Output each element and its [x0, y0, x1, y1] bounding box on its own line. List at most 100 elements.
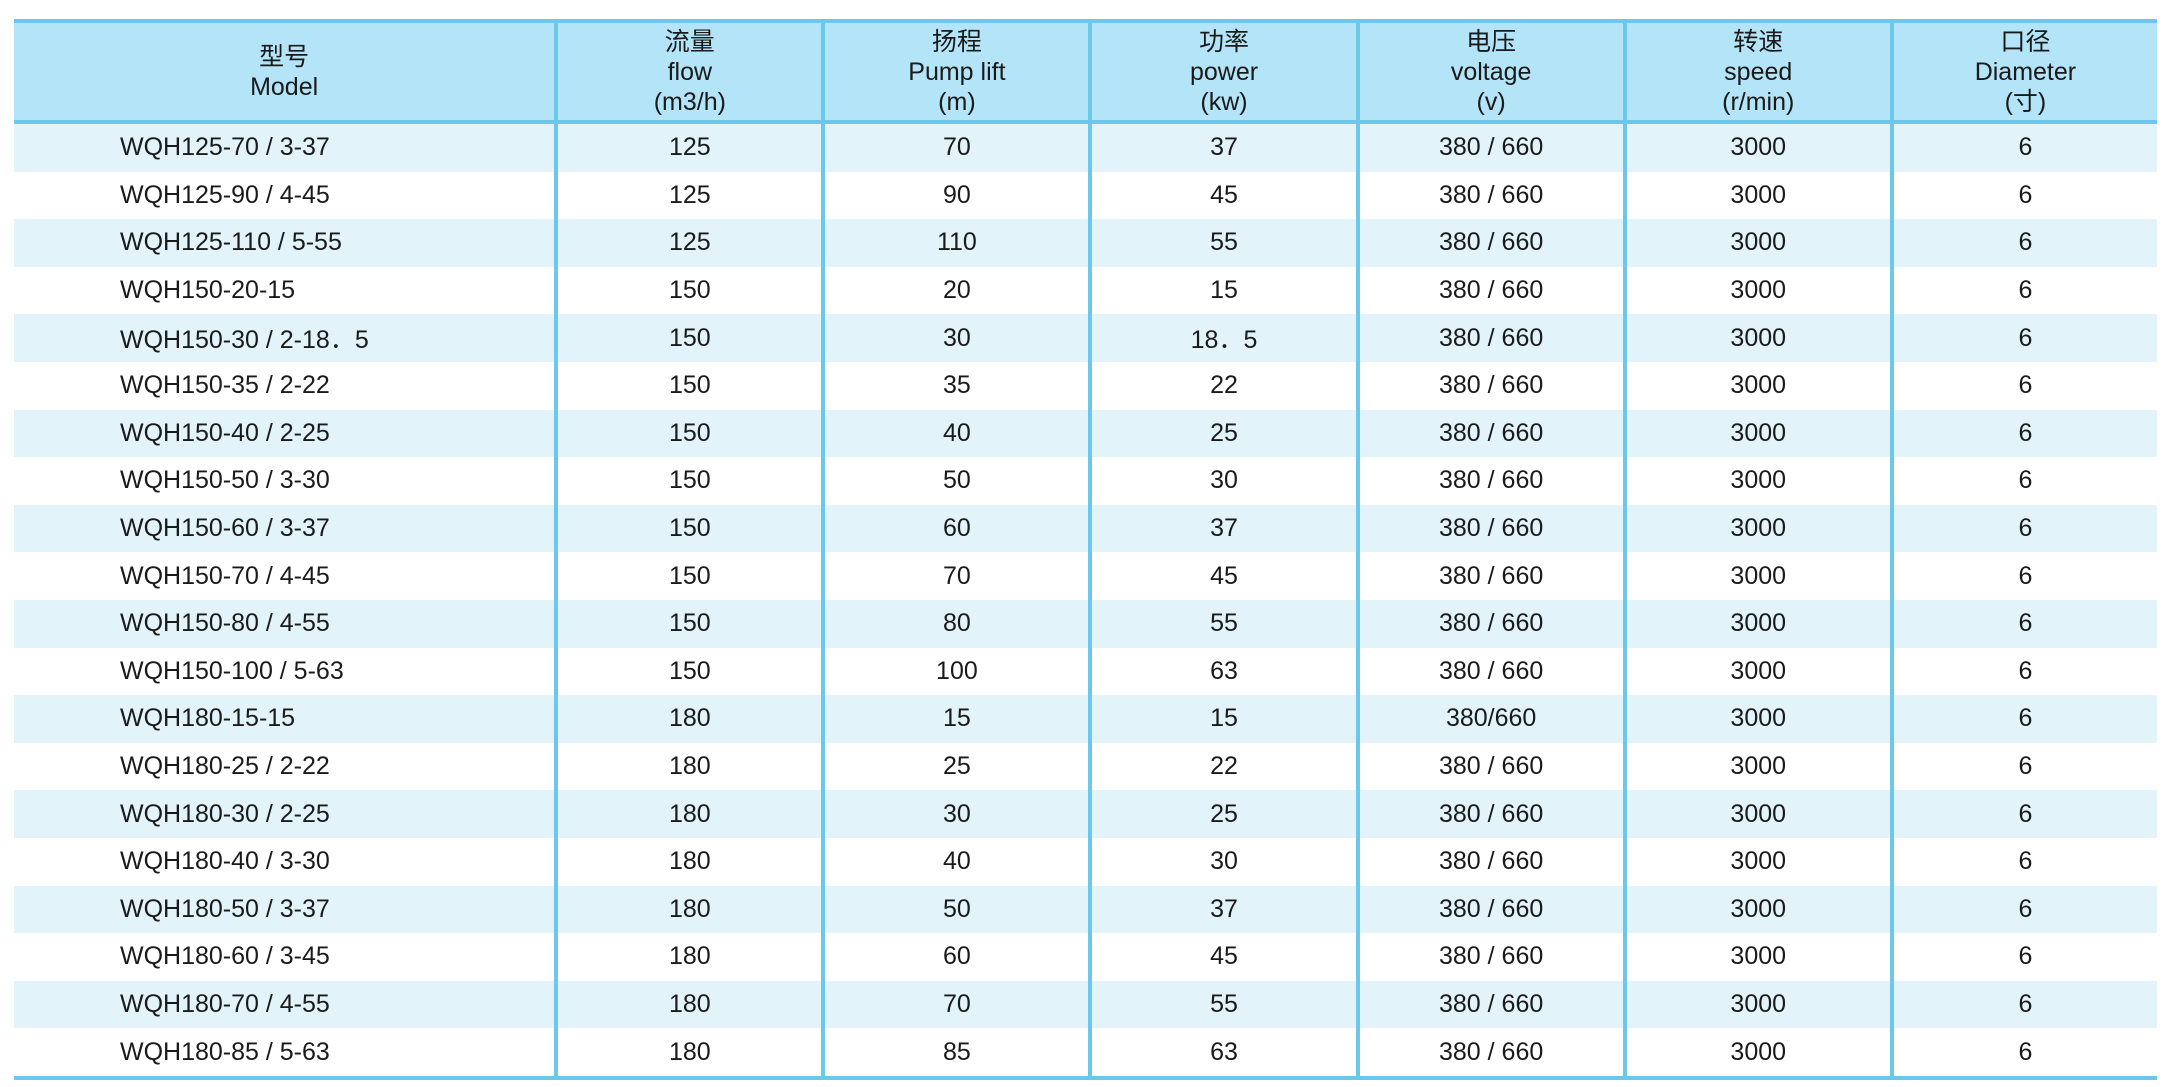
- cell-power: 37: [1088, 122, 1358, 172]
- cell-speed: 3000: [1622, 122, 1892, 172]
- cell-pump-lift: 60: [821, 933, 1091, 981]
- cell-flow: 150: [554, 647, 824, 696]
- header-power-zh: 功率: [1199, 27, 1250, 56]
- table-row: WQH180-70 / 4-55 180 70 55 380 / 660 3000 6: [14, 980, 2157, 1029]
- cell-power: 45: [1088, 933, 1358, 981]
- header-power: 功率 power (kw): [1088, 19, 1358, 124]
- header-voltage-unit: (v): [1476, 87, 1506, 116]
- cell-diameter: 6: [1889, 122, 2157, 172]
- cell-power: 63: [1088, 647, 1358, 696]
- cell-flow: 150: [554, 599, 824, 648]
- header-flow-en: flow: [667, 57, 713, 86]
- table-row: WQH125-70 / 3-37 125 70 37 380 / 660 3000 6: [14, 122, 2157, 172]
- cell-power: 25: [1088, 409, 1358, 458]
- header-model: 型号 Model: [14, 19, 557, 124]
- cell-pump-lift: 40: [821, 837, 1091, 886]
- cell-flow: 150: [554, 361, 824, 410]
- cell-model: WQH150-60 / 3-37: [14, 504, 557, 553]
- cell-diameter: 6: [1889, 837, 2157, 886]
- cell-model: WQH180-25 / 2-22: [14, 742, 557, 791]
- cell-diameter: 6: [1889, 695, 2157, 743]
- cell-pump-lift: 20: [821, 266, 1091, 315]
- header-row: 型号 Model 流量 flow (m3/h) 扬程 Pump lift (m)…: [14, 19, 2157, 124]
- cell-flow: 150: [554, 552, 824, 600]
- header-speed-unit: (r/min): [1722, 87, 1795, 116]
- cell-speed: 3000: [1622, 409, 1892, 458]
- header-diameter: 口径 Diameter (寸): [1889, 19, 2157, 124]
- cell-voltage: 380 / 660: [1355, 1028, 1625, 1080]
- header-speed-zh: 转速: [1733, 27, 1784, 56]
- cell-voltage: 380 / 660: [1355, 790, 1625, 838]
- cell-speed: 3000: [1622, 599, 1892, 648]
- header-flow: 流量 flow (m3/h): [554, 19, 824, 124]
- cell-flow: 150: [554, 266, 824, 315]
- cell-power: 22: [1088, 742, 1358, 791]
- header-power-en: power: [1189, 57, 1259, 86]
- cell-model: WQH125-70 / 3-37: [14, 122, 557, 172]
- cell-pump-lift: 15: [821, 695, 1091, 743]
- cell-power: 55: [1088, 980, 1358, 1029]
- table-body: WQH125-70 / 3-37 125 70 37 380 / 660 3000 6 WQH…: [14, 122, 2157, 1080]
- table-row: WQH125-110 / 5-55 125 110 55 380 / 660 3000 6: [14, 219, 2157, 267]
- cell-power: 37: [1088, 504, 1358, 553]
- header-voltage: 电压 voltage (v): [1355, 19, 1625, 124]
- cell-power: 15: [1088, 266, 1358, 315]
- cell-voltage: 380 / 660: [1355, 980, 1625, 1029]
- cell-voltage: 380 / 660: [1355, 409, 1625, 458]
- cell-flow: 125: [554, 219, 824, 267]
- table-row: WQH150-60 / 3-37 150 60 37 380 / 660 3000 6: [14, 504, 2157, 553]
- cell-pump-lift: 70: [821, 122, 1091, 172]
- pump-spec-table-container: 型号 Model 流量 flow (m3/h) 扬程 Pump lift (m)…: [14, 19, 2157, 1080]
- cell-voltage: 380 / 660: [1355, 361, 1625, 410]
- header-pump-lift-unit: (m): [938, 87, 976, 116]
- cell-flow: 180: [554, 980, 824, 1029]
- cell-flow: 180: [554, 837, 824, 886]
- cell-model: WQH125-90 / 4-45: [14, 171, 557, 220]
- cell-model: WQH180-70 / 4-55: [14, 980, 557, 1029]
- cell-model: WQH125-110 / 5-55: [14, 219, 557, 267]
- cell-voltage: 380 / 660: [1355, 504, 1625, 553]
- header-flow-unit: (m3/h): [653, 87, 726, 116]
- cell-voltage: 380 / 660: [1355, 742, 1625, 791]
- cell-voltage: 380 / 660: [1355, 933, 1625, 981]
- cell-model: WQH150-30 / 2-18．5: [14, 314, 557, 362]
- cell-voltage: 380 / 660: [1355, 219, 1625, 267]
- cell-speed: 3000: [1622, 457, 1892, 505]
- cell-speed: 3000: [1622, 219, 1892, 267]
- table-row: WQH150-40 / 2-25 150 40 25 380 / 660 3000 6: [14, 409, 2157, 458]
- cell-voltage: 380 / 660: [1355, 647, 1625, 696]
- cell-model: WQH180-40 / 3-30: [14, 837, 557, 886]
- cell-power: 55: [1088, 599, 1358, 648]
- cell-diameter: 6: [1889, 457, 2157, 505]
- pump-spec-table: 型号 Model 流量 flow (m3/h) 扬程 Pump lift (m)…: [14, 19, 2157, 1080]
- table-row: WQH180-25 / 2-22 180 25 22 380 / 660 3000 6: [14, 742, 2157, 791]
- cell-diameter: 6: [1889, 1028, 2157, 1080]
- cell-diameter: 6: [1889, 361, 2157, 410]
- table-row: WQH180-85 / 5-63 180 85 63 380 / 660 3000 6: [14, 1028, 2157, 1080]
- header-diameter-en: Diameter: [1974, 57, 2077, 86]
- cell-power: 45: [1088, 171, 1358, 220]
- header-power-unit: (kw): [1200, 87, 1248, 116]
- cell-flow: 180: [554, 742, 824, 791]
- cell-power: 30: [1088, 837, 1358, 886]
- cell-pump-lift: 90: [821, 171, 1091, 220]
- cell-pump-lift: 70: [821, 980, 1091, 1029]
- cell-flow: 180: [554, 933, 824, 981]
- header-pump-lift-en: Pump lift: [908, 57, 1006, 86]
- cell-flow: 125: [554, 122, 824, 172]
- table-row: WQH150-35 / 2-22 150 35 22 380 / 660 3000 6: [14, 361, 2157, 410]
- cell-flow: 180: [554, 1028, 824, 1080]
- header-speed-en: speed: [1724, 57, 1793, 86]
- table-row: WQH150-20-15 150 20 15 380 / 660 3000 6: [14, 266, 2157, 315]
- cell-diameter: 6: [1889, 742, 2157, 791]
- cell-diameter: 6: [1889, 790, 2157, 838]
- cell-voltage: 380 / 660: [1355, 314, 1625, 362]
- cell-flow: 180: [554, 790, 824, 838]
- cell-voltage: 380 / 660: [1355, 837, 1625, 886]
- cell-pump-lift: 35: [821, 361, 1091, 410]
- cell-power: 30: [1088, 457, 1358, 505]
- header-pump-lift-zh: 扬程: [931, 27, 982, 56]
- cell-power: 22: [1088, 361, 1358, 410]
- header-diameter-zh: 口径: [2000, 27, 2051, 56]
- cell-speed: 3000: [1622, 790, 1892, 838]
